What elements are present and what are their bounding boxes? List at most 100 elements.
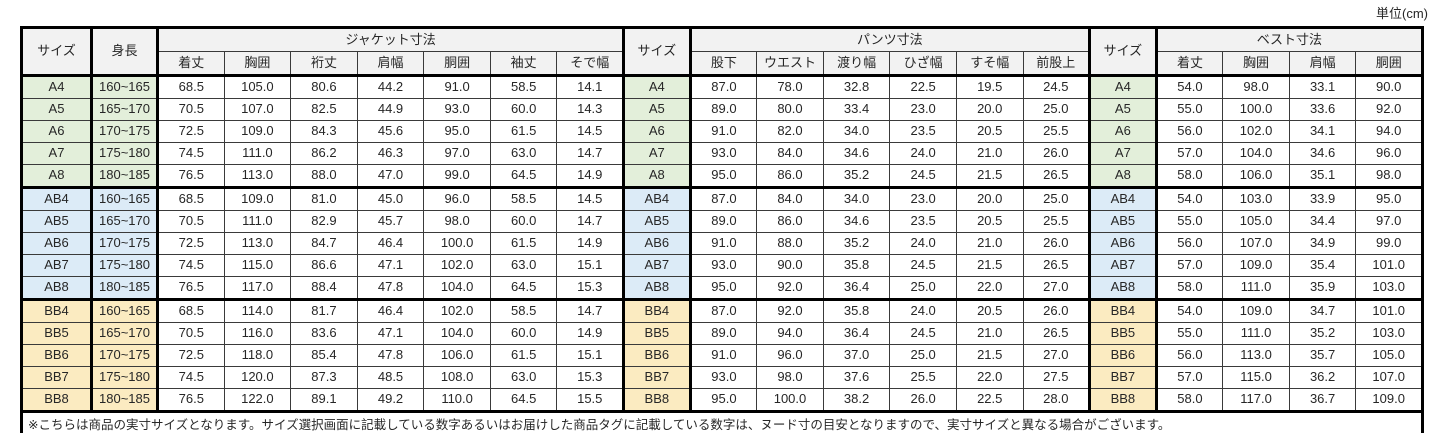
- table-row: A5 165~170 70.5 107.0 82.5 44.9 93.0 60.0 14.3 A5…: [21, 98, 1423, 121]
- cell-vest-value: 33.1: [1288, 75, 1357, 99]
- cell-jacket-value: 88.4: [290, 276, 358, 301]
- table-row: AB7 175~180 74.5 115.0 86.6 47.1 102.0 63.0 15.1…: [21, 254, 1423, 277]
- cell-jacket-value: 114.0: [223, 299, 292, 323]
- cell-pants-value: 88.0: [756, 232, 824, 255]
- vest-section-header: ベスト寸法: [1154, 27, 1425, 52]
- cell-size: BB7: [21, 366, 93, 389]
- cell-size: AB7: [1088, 254, 1158, 277]
- cell-vest-value: 58.0: [1155, 164, 1224, 189]
- cell-jacket-value: 113.0: [223, 232, 292, 255]
- cell-pants-value: 21.5: [955, 344, 1024, 367]
- cell-pants-value: 34.0: [822, 187, 891, 211]
- cell-pants-value: 100.0: [756, 388, 824, 413]
- cell-jacket-value: 104.0: [423, 322, 491, 345]
- pants-col-header: ひざ幅: [889, 51, 957, 77]
- cell-height: 170~175: [91, 344, 159, 367]
- size-column-header: サイズ: [20, 27, 93, 77]
- cell-jacket-value: 100.0: [423, 232, 491, 255]
- table-row: BB6 170~175 72.5 118.0 85.4 47.8 106.0 61.5 15.1…: [21, 344, 1423, 367]
- cell-size: A4: [1088, 75, 1158, 99]
- cell-jacket-value: 86.2: [290, 142, 358, 165]
- cell-vest-value: 105.0: [1355, 344, 1423, 367]
- cell-jacket-value: 81.0: [290, 187, 358, 211]
- cell-pants-value: 95.0: [689, 388, 758, 413]
- cell-jacket-value: 48.5: [356, 366, 425, 389]
- cell-pants-value: 84.0: [756, 142, 824, 165]
- cell-jacket-value: 45.0: [356, 187, 425, 211]
- cell-height: 165~170: [91, 322, 159, 345]
- cell-pants-value: 94.0: [756, 322, 824, 345]
- cell-size: AB6: [21, 232, 93, 255]
- cell-jacket-value: 46.4: [356, 232, 425, 255]
- cell-jacket-value: 14.9: [556, 322, 626, 345]
- cell-height: 175~180: [91, 254, 159, 277]
- cell-pants-value: 87.0: [689, 75, 758, 99]
- table-header: サイズ 身長 ジャケット寸法 サイズ パンツ寸法 サイズ ベスト寸法 着丈 胸囲裄…: [20, 27, 1425, 77]
- cell-jacket-value: 70.5: [157, 210, 225, 233]
- cell-pants-value: 86.0: [756, 164, 824, 189]
- cell-size: A5: [1088, 98, 1158, 121]
- table-row: AB6 170~175 72.5 113.0 84.7 46.4 100.0 61.5 14.9…: [21, 232, 1423, 255]
- cell-jacket-value: 85.4: [290, 344, 358, 367]
- table-row: A6 170~175 72.5 109.0 84.3 45.6 95.0 61.5 14.5 A6…: [21, 120, 1423, 143]
- cell-jacket-value: 70.5: [157, 322, 225, 345]
- cell-size: A6: [622, 120, 692, 143]
- cell-pants-value: 89.0: [689, 210, 758, 233]
- cell-pants-value: 95.0: [689, 276, 758, 301]
- cell-jacket-value: 47.8: [356, 344, 425, 367]
- cell-vest-value: 94.0: [1355, 120, 1423, 143]
- cell-pants-value: 89.0: [689, 98, 758, 121]
- cell-pants-value: 24.0: [889, 299, 957, 323]
- table-row: BB7 175~180 74.5 120.0 87.3 48.5 108.0 63.0 15.3…: [21, 366, 1423, 389]
- cell-jacket-value: 44.9: [356, 98, 425, 121]
- cell-vest-value: 103.0: [1355, 322, 1423, 345]
- cell-size: A4: [622, 75, 692, 99]
- cell-jacket-value: 91.0: [423, 75, 491, 99]
- cell-jacket-value: 89.1: [290, 388, 358, 413]
- cell-size: BB5: [1088, 322, 1158, 345]
- cell-height: 180~185: [91, 276, 159, 301]
- cell-vest-value: 34.6: [1288, 142, 1357, 165]
- cell-pants-value: 27.5: [1022, 366, 1092, 389]
- cell-size: AB8: [21, 276, 93, 301]
- cell-height: 160~165: [91, 187, 159, 211]
- cell-jacket-value: 49.2: [356, 388, 425, 413]
- cell-pants-value: 24.5: [889, 254, 957, 277]
- cell-jacket-value: 58.5: [489, 187, 558, 211]
- cell-pants-value: 22.0: [955, 366, 1024, 389]
- cell-height: 180~185: [91, 388, 159, 413]
- cell-vest-value: 117.0: [1222, 388, 1290, 413]
- cell-jacket-value: 64.5: [489, 164, 558, 189]
- table-row: A8 180~185 76.5 113.0 88.0 47.0 99.0 64.5 14.9 A8…: [21, 164, 1423, 189]
- cell-jacket-value: 116.0: [223, 322, 292, 345]
- cell-pants-value: 27.0: [1022, 344, 1092, 367]
- cell-vest-value: 56.0: [1155, 232, 1224, 255]
- cell-pants-value: 24.5: [889, 322, 957, 345]
- cell-pants-value: 25.0: [1022, 187, 1092, 211]
- cell-jacket-value: 93.0: [423, 98, 491, 121]
- cell-jacket-value: 106.0: [423, 344, 491, 367]
- cell-pants-value: 19.5: [955, 75, 1024, 99]
- table-row: A4 160~165 68.5 105.0 80.6 44.2 91.0 58.5 14.1 A4…: [21, 75, 1423, 99]
- cell-size: BB6: [1088, 344, 1158, 367]
- cell-size: A8: [622, 164, 692, 189]
- cell-vest-value: 36.2: [1288, 366, 1357, 389]
- cell-pants-value: 93.0: [689, 254, 758, 277]
- cell-vest-value: 105.0: [1222, 210, 1290, 233]
- cell-jacket-value: 109.0: [223, 120, 292, 143]
- cell-jacket-value: 84.3: [290, 120, 358, 143]
- pants-col-header: 前股上: [1022, 51, 1092, 77]
- cell-jacket-value: 86.6: [290, 254, 358, 277]
- cell-size: A7: [622, 142, 692, 165]
- cell-jacket-value: 60.0: [489, 210, 558, 233]
- cell-pants-value: 26.0: [889, 388, 957, 413]
- cell-jacket-value: 70.5: [157, 98, 225, 121]
- cell-vest-value: 36.7: [1288, 388, 1357, 413]
- size-column-header-vest: サイズ: [1088, 27, 1158, 77]
- cell-jacket-value: 15.5: [556, 388, 626, 413]
- cell-size: A8: [1088, 164, 1158, 189]
- cell-vest-value: 92.0: [1355, 98, 1423, 121]
- cell-jacket-value: 111.0: [223, 142, 292, 165]
- cell-pants-value: 21.0: [955, 322, 1024, 345]
- cell-jacket-value: 68.5: [157, 299, 225, 323]
